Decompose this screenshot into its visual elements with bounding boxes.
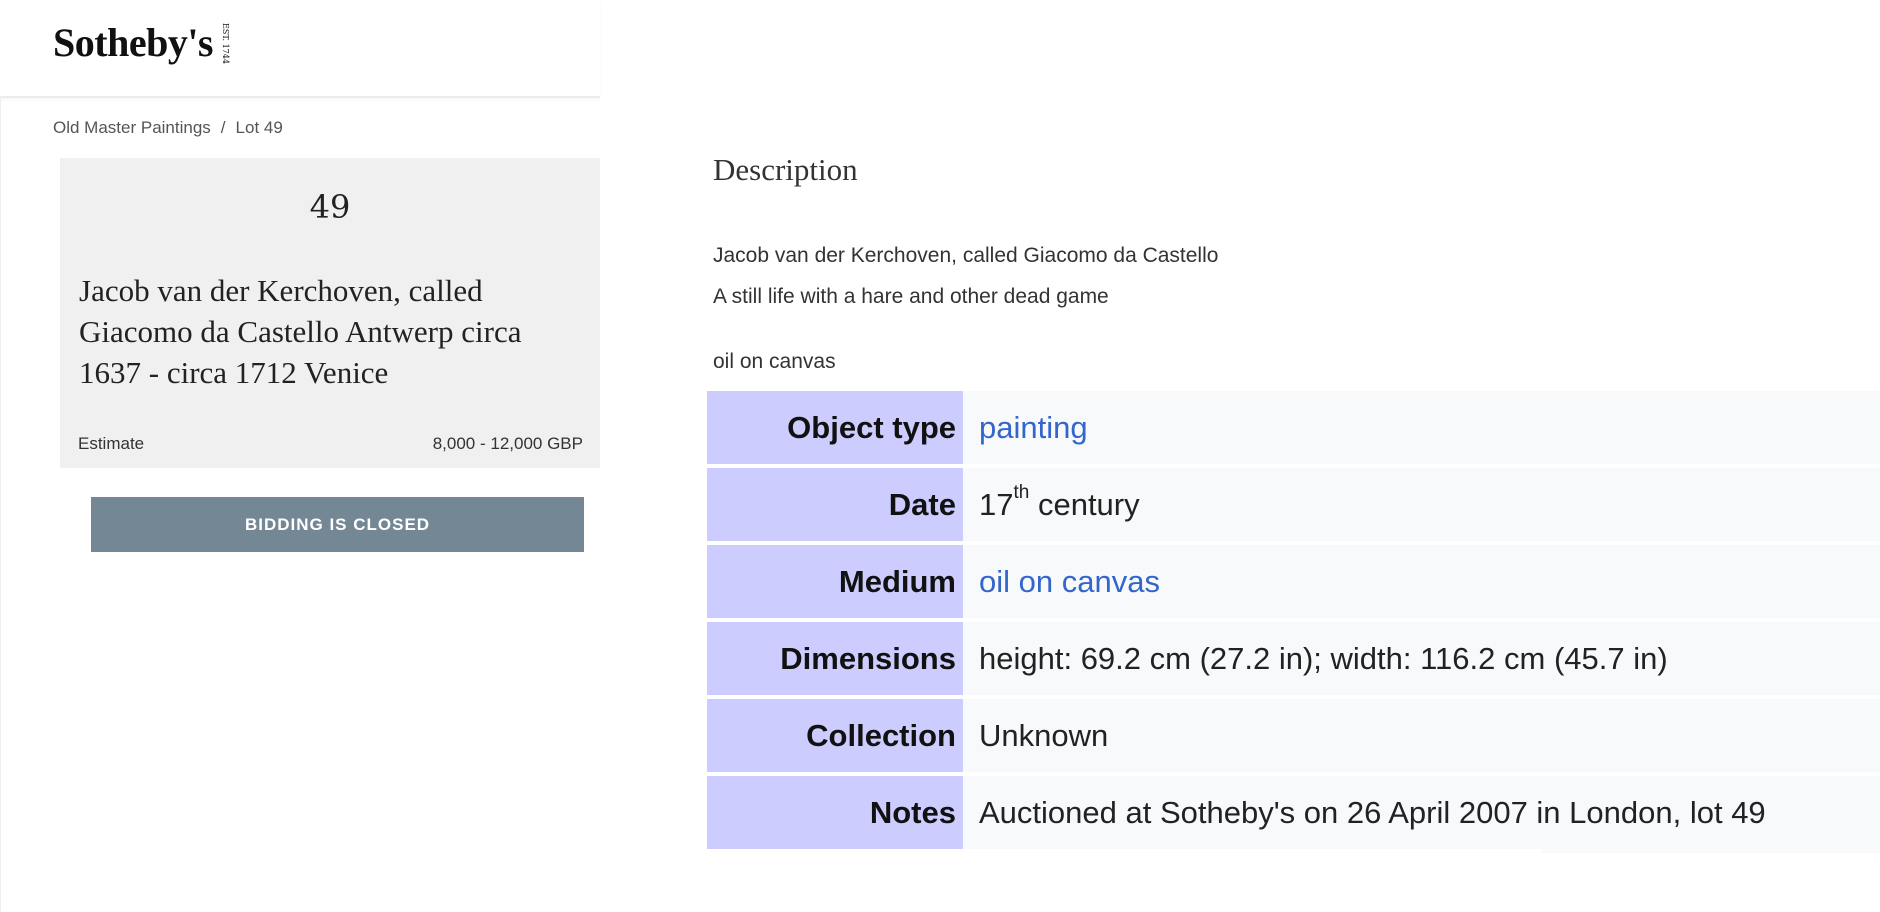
row-label: Medium <box>707 545 963 618</box>
description-medium: oil on canvas <box>713 350 836 373</box>
site-header: Sotheby's EST. 1744 <box>0 0 600 98</box>
table-row: Object type painting <box>707 391 1880 464</box>
lot-number: 49 <box>309 188 351 226</box>
row-label: Dimensions <box>707 622 963 695</box>
table-row: Dimensions height: 69.2 cm (27.2 in); wi… <box>707 622 1880 695</box>
table-row: Collection Unknown <box>707 699 1880 772</box>
dimensions-value: height: 69.2 cm (27.2 in); width: 116.2 … <box>963 622 1880 695</box>
row-label: Object type <box>707 391 963 464</box>
logo-group[interactable]: Sotheby's EST. 1744 <box>53 18 230 68</box>
description-heading: Description <box>713 152 858 187</box>
breadcrumb-lot: Lot 49 <box>235 118 283 137</box>
estimate-value: 8,000 - 12,000 GBP <box>432 434 583 453</box>
collection-value: Unknown <box>963 699 1880 772</box>
bidding-closed-button[interactable]: BIDDING IS CLOSED <box>91 497 584 552</box>
lot-title: Jacob van der Kerchoven, called Giacomo … <box>79 273 522 390</box>
row-label: Notes <box>707 776 963 849</box>
row-label: Collection <box>707 699 963 772</box>
table-row: Medium oil on canvas <box>707 545 1880 618</box>
date-suffix: th <box>1013 482 1030 503</box>
page-border <box>0 96 1 912</box>
date-number: 17 <box>979 486 1014 522</box>
date-rest: century <box>1029 486 1140 522</box>
estimate-label: Estimate <box>78 434 145 453</box>
table-row: Notes Auctioned at Sotheby's on 26 April… <box>707 776 1880 849</box>
description-title: A still life with a hare and other dead … <box>713 285 1109 308</box>
breadcrumb-auction-link[interactable]: Old Master Paintings <box>53 118 211 137</box>
lot-card: 49 Jacob van der Kerchoven, called Giaco… <box>60 158 600 468</box>
notes-value: Auctioned at Sotheby's on 26 April 2007 … <box>963 776 1880 849</box>
row-label: Date <box>707 468 963 541</box>
breadcrumb-separator: / <box>220 118 226 137</box>
table-background-tail <box>1542 837 1880 853</box>
object-type-link[interactable]: painting <box>963 391 1880 464</box>
breadcrumb: Old Master Paintings / Lot 49 <box>53 118 283 138</box>
description-artist: Jacob van der Kerchoven, called Giacomo … <box>713 244 1219 267</box>
medium-link[interactable]: oil on canvas <box>963 545 1880 618</box>
sothebys-logo[interactable]: Sotheby's <box>53 20 214 65</box>
logo-est-mark: EST. 1744 <box>221 22 230 64</box>
